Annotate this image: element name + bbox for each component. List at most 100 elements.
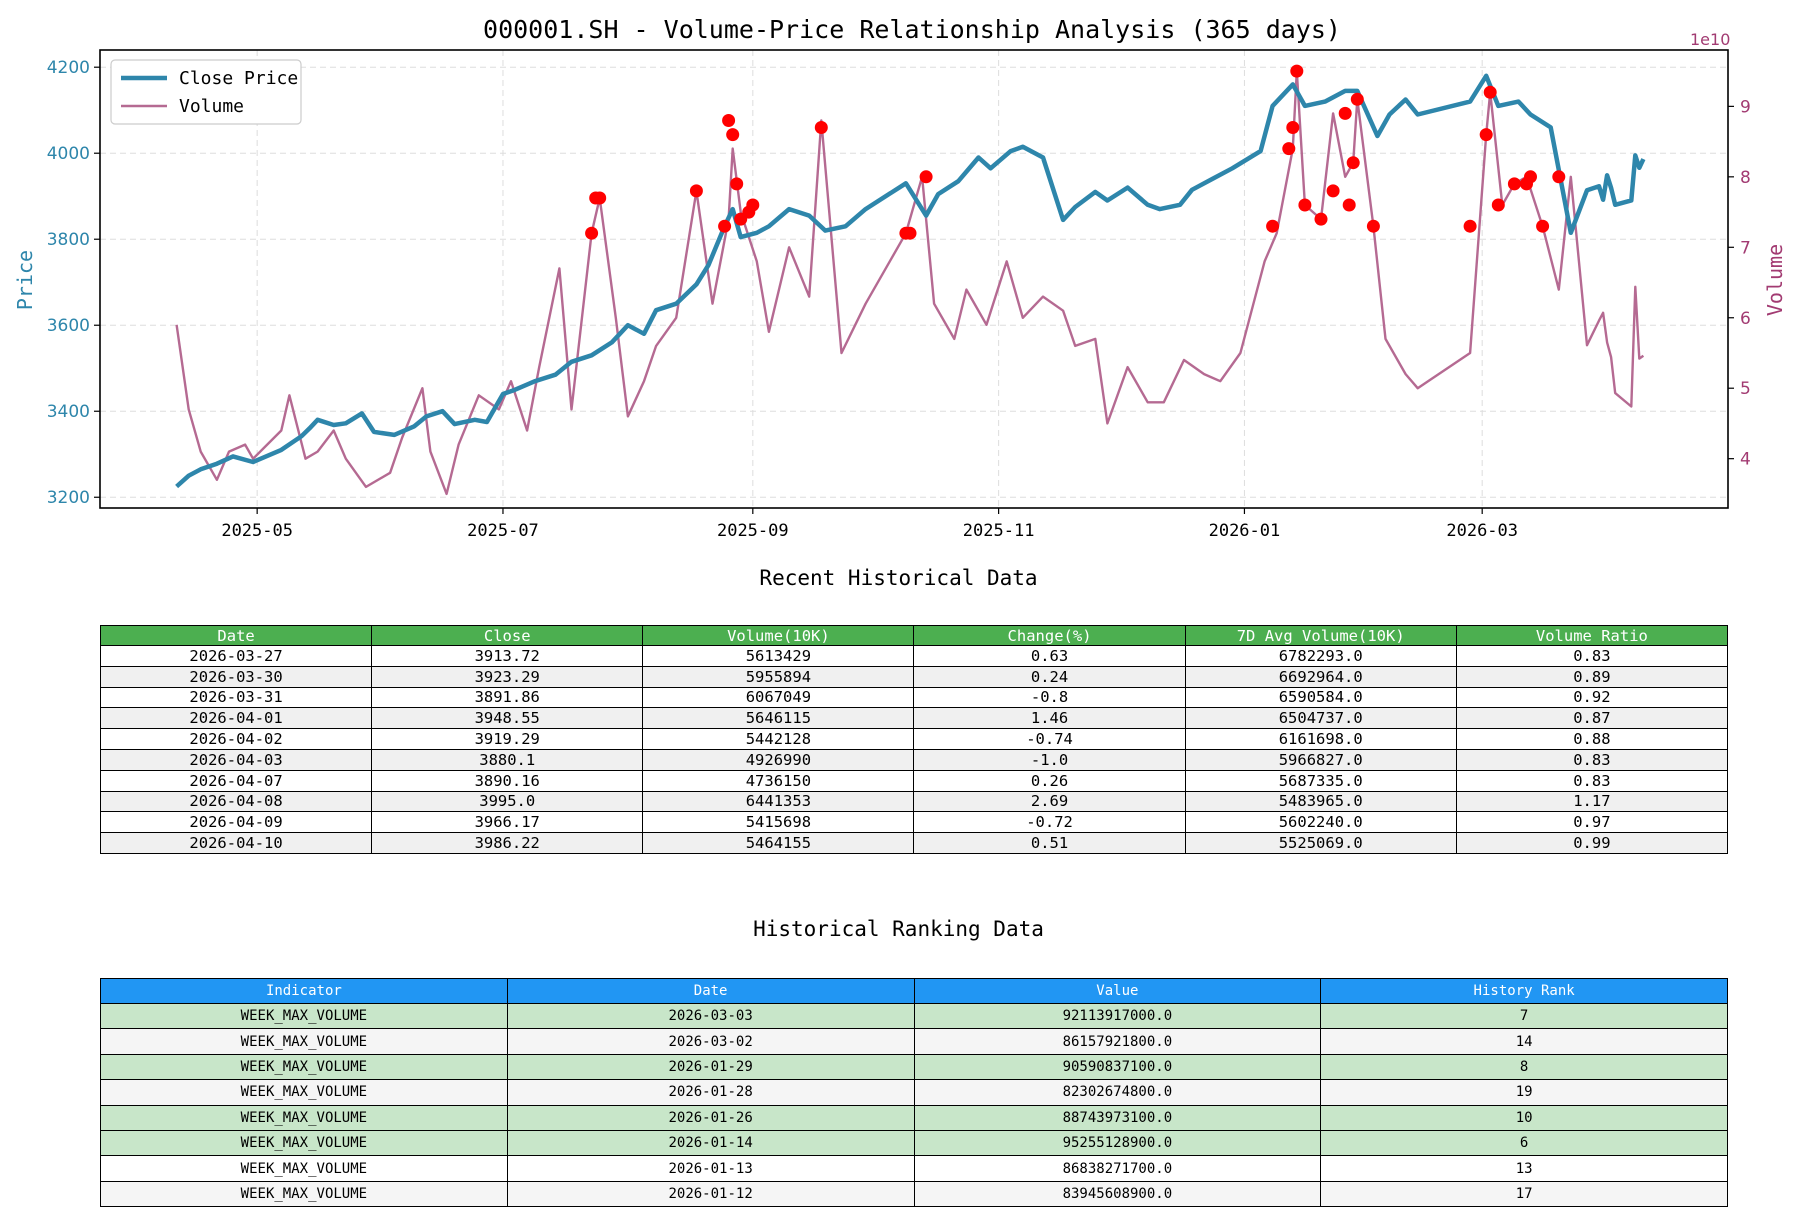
table-cell: 0.26	[913, 769, 1186, 792]
table-cell: 0.89	[1455, 665, 1729, 688]
price-series-line	[175, 73, 1646, 489]
table-cell: 86157921800.0	[913, 1028, 1322, 1055]
volume-spike-marker	[1366, 219, 1380, 233]
price-layer	[175, 73, 1646, 489]
table-cell: 5955894	[642, 665, 915, 688]
table-cell: 92113917000.0	[913, 1002, 1322, 1030]
volume-spike-marker	[1290, 64, 1304, 78]
column-header: Indicator	[100, 978, 508, 1004]
volume-spike-marker	[746, 198, 760, 212]
table-cell: 0.87	[1455, 707, 1729, 730]
table-cell: 3890.16	[371, 769, 644, 792]
table-cell: 3995.0	[371, 790, 644, 813]
column-header: History Rank	[1320, 978, 1728, 1004]
table-cell: -0.72	[913, 811, 1186, 834]
table-row: 2026-04-10 3986.22 5464155 0.51 5525069.0 0.9…	[99, 832, 1729, 854]
table-cell: 1.17	[1455, 790, 1729, 813]
table-cell: 1.46	[913, 707, 1186, 730]
table-row: WEEK_MAX_VOLUME 2026-01-28 82302674800.0 19	[100, 1079, 1728, 1106]
chart-title: 000001.SH - Volume-Price Relationship An…	[483, 15, 1341, 44]
column-header: Volume Ratio	[1455, 625, 1729, 646]
table-cell: 86838271700.0	[913, 1155, 1322, 1182]
table-cell: 0.51	[913, 832, 1186, 854]
y-tick-label: 3800	[47, 230, 90, 250]
column-header: Close	[371, 625, 644, 646]
table-row: WEEK_MAX_VOLUME 2026-01-29 90590837100.0 8	[100, 1053, 1728, 1081]
table-cell: 5442128	[642, 728, 915, 750]
table-header-row: Indicator Date Value History Rank	[100, 978, 1728, 1004]
y2-offset-label: 1e10	[1690, 30, 1730, 49]
volume-spike-marker	[1552, 170, 1566, 184]
table-row: WEEK_MAX_VOLUME 2026-01-13 86838271700.0 13	[100, 1155, 1728, 1182]
table-row: WEEK_MAX_VOLUME 2026-03-03 92113917000.0 7	[100, 1002, 1728, 1030]
table-cell: 0.63	[913, 645, 1186, 667]
volume-spike-marker	[1536, 219, 1550, 233]
table-cell: -0.74	[913, 728, 1186, 750]
table-cell: 6782293.0	[1184, 645, 1457, 667]
table-cell: 6067049	[642, 686, 915, 709]
table-cell: 2026-03-03	[506, 1002, 915, 1030]
table-row: 2026-04-07 3890.16 4736150 0.26 5687335.0 0.8…	[99, 769, 1729, 792]
table-row: WEEK_MAX_VOLUME 2026-01-12 83945608900.0 17	[100, 1180, 1728, 1208]
table-row: 2026-03-31 3891.86 6067049 -0.8 6590584.0 0.9…	[99, 686, 1729, 709]
table-cell: 2026-04-09	[99, 811, 373, 834]
volume-series-line	[175, 69, 1645, 496]
table-cell: 19	[1320, 1079, 1728, 1106]
table-cell: -0.8	[913, 686, 1186, 709]
table-cell: 82302674800.0	[913, 1079, 1322, 1106]
table-cell: 0.83	[1455, 645, 1729, 667]
column-header: Change(%)	[913, 625, 1186, 646]
table-cell: 83945608900.0	[913, 1180, 1322, 1208]
table-cell: 0.92	[1455, 686, 1729, 709]
table-row: WEEK_MAX_VOLUME 2026-03-02 86157921800.0 14	[100, 1028, 1728, 1055]
volume-spike-marker	[1491, 198, 1505, 212]
y2-tick-label: 6	[1740, 309, 1751, 329]
legend-label-price: Close Price	[179, 68, 298, 89]
ranking-data-title: Historical Ranking Data	[753, 917, 1044, 941]
column-header: Date	[506, 978, 915, 1004]
table-cell: 13	[1320, 1155, 1728, 1182]
volume-spike-marker	[1266, 219, 1280, 233]
table-cell: 95255128900.0	[913, 1129, 1322, 1157]
table-cell: 2026-04-03	[99, 748, 373, 771]
table-cell: WEEK_MAX_VOLUME	[100, 1079, 508, 1106]
x-tick-label: 2025-05	[221, 521, 293, 541]
table-cell: 2026-04-07	[99, 769, 373, 792]
y2-tick-label: 4	[1740, 450, 1751, 470]
table-cell: 5602240.0	[1184, 811, 1457, 834]
volume-spike-marker	[1338, 106, 1352, 120]
table-cell: 2026-01-28	[506, 1079, 915, 1106]
table-row: 2026-04-03 3880.1 4926990 -1.0 5966827.0 0.83	[99, 748, 1729, 771]
table-cell: 4926990	[642, 748, 915, 771]
table-cell: WEEK_MAX_VOLUME	[100, 1180, 508, 1208]
table-cell: 5525069.0	[1184, 832, 1457, 854]
table-cell: 0.83	[1455, 769, 1729, 792]
table-row: 2026-04-09 3966.17 5415698 -0.72 5602240.0 0.…	[99, 811, 1729, 834]
y-axis-price: 3200 3400 3600 3800 4000 4200	[47, 58, 100, 508]
table-cell: 7	[1320, 1002, 1728, 1030]
table-cell: 2026-03-27	[99, 645, 373, 667]
volume-spike-marker	[1350, 92, 1364, 106]
table-cell: WEEK_MAX_VOLUME	[100, 1129, 508, 1157]
table-cell: WEEK_MAX_VOLUME	[100, 1104, 508, 1131]
volume-spike-marker	[1314, 212, 1328, 226]
x-tick-label: 2026-01	[1209, 521, 1281, 541]
column-header: 7D Avg Volume(10K)	[1184, 625, 1457, 646]
table-cell: 6161698.0	[1184, 728, 1457, 750]
volume-spike-marker	[1298, 198, 1312, 212]
table-row: 2026-04-01 3948.55 5646115 1.46 6504737.0 0.8…	[99, 707, 1729, 730]
table-cell: 6	[1320, 1129, 1728, 1157]
y-tick-label: 3200	[47, 488, 90, 508]
table-cell: 0.24	[913, 665, 1186, 688]
volume-spike-marker	[1282, 142, 1296, 156]
table-cell: 2026-03-30	[99, 665, 373, 688]
y-tick-label: 4200	[47, 58, 90, 78]
y2-tick-label: 8	[1740, 168, 1751, 188]
table-cell: 2026-01-26	[506, 1104, 915, 1131]
table-cell: WEEK_MAX_VOLUME	[100, 1053, 508, 1081]
table-row: WEEK_MAX_VOLUME 2026-01-26 88743973100.0 10	[100, 1104, 1728, 1131]
table-cell: 2026-04-10	[99, 832, 373, 854]
volume-spike-marker	[722, 114, 736, 127]
table-cell: 5966827.0	[1184, 748, 1457, 771]
y-tick-label: 3600	[47, 316, 90, 336]
